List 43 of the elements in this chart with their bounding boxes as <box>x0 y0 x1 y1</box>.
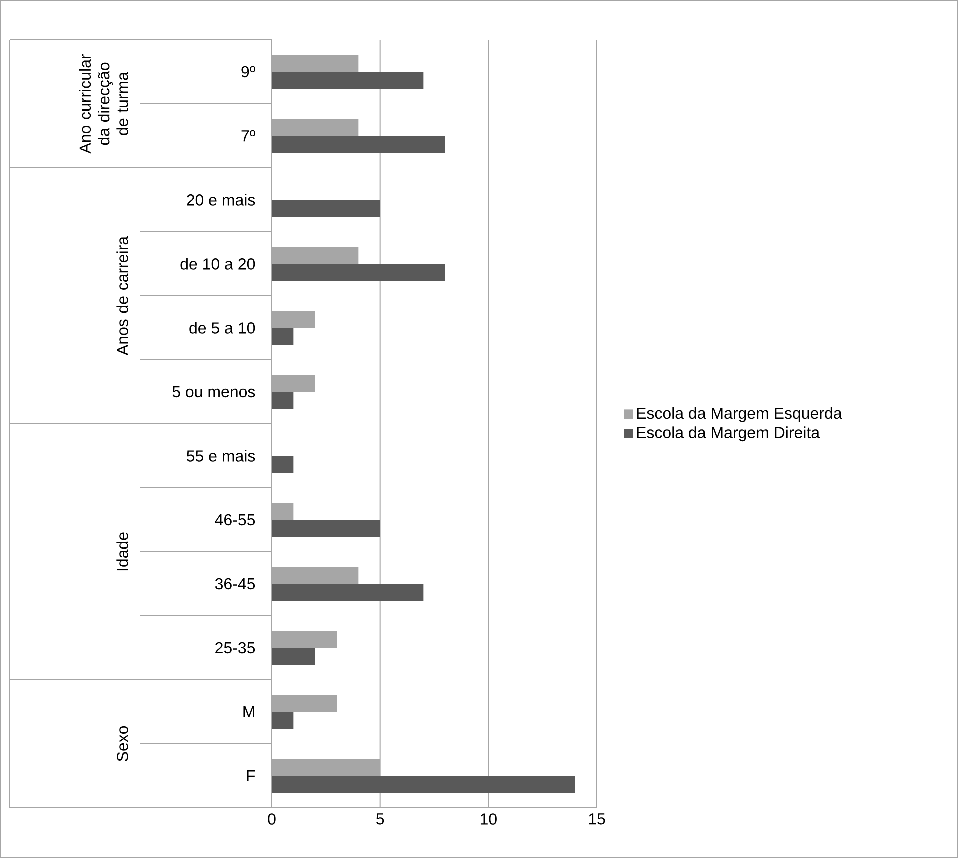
bar <box>272 695 337 712</box>
x-tick-label: 0 <box>268 814 276 825</box>
y-tick-label: 7º <box>242 130 256 142</box>
bar <box>272 776 576 794</box>
bar <box>272 136 446 154</box>
y-tick-label: 46-55 <box>215 514 256 526</box>
y-tick-label: 25-35 <box>216 642 256 654</box>
bar <box>272 584 424 602</box>
y-tick-label: 5 ou menos <box>172 386 256 398</box>
y-tick-label: F <box>247 770 256 782</box>
y-tick-label: M <box>244 706 254 718</box>
text: Sexo <box>117 726 128 762</box>
bar <box>272 567 359 584</box>
x-tick-label: 15 <box>589 814 606 825</box>
bar <box>272 456 294 474</box>
bar <box>272 119 359 136</box>
bar <box>272 712 294 730</box>
bar <box>272 631 337 648</box>
text: Ano curricular da direcção de turma <box>79 54 128 154</box>
bar <box>272 311 316 328</box>
bar <box>272 520 380 538</box>
x-tick-label: 5 <box>376 814 384 825</box>
y-tick-label: 36-45 <box>215 578 256 590</box>
legend-label: Escola da Margem Direita <box>637 426 820 442</box>
bar <box>272 648 316 666</box>
x-tick-label: 10 <box>480 814 497 825</box>
y-tick-label: de 5 a 10 <box>190 322 256 334</box>
bar <box>272 375 316 392</box>
bar <box>272 392 294 410</box>
text: Idade <box>116 532 128 571</box>
y-tick-label: 9º <box>242 66 256 78</box>
bar <box>272 200 380 218</box>
y-tick-label: 20 e mais <box>187 194 256 206</box>
bar <box>272 247 359 264</box>
legend-label: Escola da Margem Esquerda <box>637 407 842 422</box>
text: Anos de carreira <box>116 236 128 356</box>
bar <box>272 328 294 346</box>
bar <box>272 264 446 282</box>
bar <box>272 72 424 90</box>
bar <box>272 55 359 72</box>
bar <box>272 503 294 520</box>
y-tick-label: de 10 a 20 <box>180 258 256 270</box>
y-tick-label: 55 e mais <box>187 450 256 462</box>
